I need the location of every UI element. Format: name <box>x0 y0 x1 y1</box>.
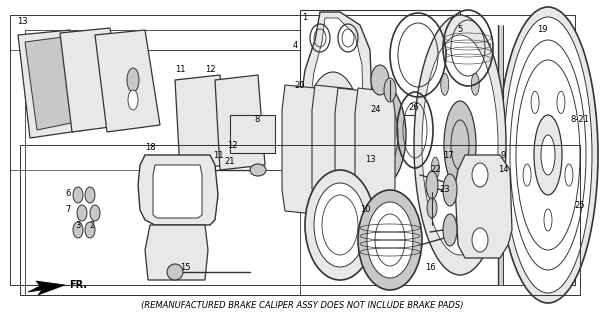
Text: 21: 21 <box>224 157 235 166</box>
Text: 26: 26 <box>409 103 419 113</box>
Ellipse shape <box>414 15 506 275</box>
Ellipse shape <box>358 190 422 290</box>
Text: 11: 11 <box>175 66 185 75</box>
Text: 8: 8 <box>254 116 260 124</box>
Ellipse shape <box>77 205 87 221</box>
Polygon shape <box>28 281 65 295</box>
Text: 10: 10 <box>360 205 370 214</box>
Ellipse shape <box>85 222 95 238</box>
Polygon shape <box>60 28 125 132</box>
Text: 22: 22 <box>431 165 441 174</box>
Text: 6: 6 <box>65 188 71 197</box>
Ellipse shape <box>305 72 361 188</box>
Ellipse shape <box>534 115 562 195</box>
Polygon shape <box>308 18 363 202</box>
Polygon shape <box>153 165 202 218</box>
Polygon shape <box>175 75 228 170</box>
Text: 8-21: 8-21 <box>571 116 589 124</box>
Polygon shape <box>298 12 372 215</box>
Ellipse shape <box>440 73 449 95</box>
Text: 12: 12 <box>227 140 237 149</box>
Text: 15: 15 <box>180 263 190 273</box>
Ellipse shape <box>426 171 438 199</box>
Text: 4: 4 <box>292 41 298 50</box>
Ellipse shape <box>472 163 488 187</box>
Polygon shape <box>95 30 160 132</box>
Text: 20: 20 <box>295 81 306 90</box>
Polygon shape <box>312 85 356 213</box>
Text: 12: 12 <box>204 66 215 75</box>
Polygon shape <box>355 88 395 208</box>
Text: 24: 24 <box>371 106 381 115</box>
Ellipse shape <box>443 214 457 246</box>
Ellipse shape <box>472 228 488 252</box>
Bar <box>10 15 575 285</box>
Ellipse shape <box>250 164 266 176</box>
Text: 13: 13 <box>365 156 375 164</box>
Polygon shape <box>335 88 377 213</box>
Ellipse shape <box>498 7 598 303</box>
Ellipse shape <box>315 90 351 170</box>
Polygon shape <box>138 155 218 225</box>
Ellipse shape <box>367 202 413 278</box>
Ellipse shape <box>90 205 100 221</box>
Ellipse shape <box>127 68 139 92</box>
Ellipse shape <box>471 73 479 95</box>
Ellipse shape <box>443 174 457 206</box>
Ellipse shape <box>314 183 366 267</box>
Text: FR.: FR. <box>69 280 87 290</box>
Polygon shape <box>282 85 328 215</box>
Ellipse shape <box>504 17 592 293</box>
Ellipse shape <box>73 187 83 203</box>
Text: 13: 13 <box>17 18 27 27</box>
Ellipse shape <box>444 101 476 189</box>
Text: 5: 5 <box>457 26 463 35</box>
Text: 25: 25 <box>575 201 585 210</box>
Text: 1: 1 <box>302 13 307 22</box>
Text: 18: 18 <box>145 143 155 153</box>
Text: 9: 9 <box>500 150 506 159</box>
Text: 11: 11 <box>213 150 223 159</box>
Ellipse shape <box>128 90 138 110</box>
Bar <box>230 115 275 153</box>
Text: 17: 17 <box>443 150 453 159</box>
Ellipse shape <box>362 98 398 172</box>
Ellipse shape <box>427 198 437 218</box>
Ellipse shape <box>73 222 83 238</box>
Bar <box>300 10 460 115</box>
Text: 2: 2 <box>90 220 94 229</box>
Ellipse shape <box>370 113 390 157</box>
Ellipse shape <box>422 35 498 255</box>
Ellipse shape <box>384 78 396 102</box>
Text: 7: 7 <box>65 205 71 214</box>
Polygon shape <box>18 30 85 138</box>
Text: 19: 19 <box>537 26 548 35</box>
Text: 23: 23 <box>440 186 450 195</box>
Text: 3: 3 <box>75 220 80 229</box>
Polygon shape <box>25 37 76 130</box>
Polygon shape <box>215 75 265 170</box>
Ellipse shape <box>167 264 183 280</box>
Text: (REMANUFACTURED BRAKE CALIPER ASSY DOES NOT INCLUDE BRAKE PADS): (REMANUFACTURED BRAKE CALIPER ASSY DOES … <box>141 301 463 310</box>
Ellipse shape <box>541 135 555 175</box>
Ellipse shape <box>371 65 389 95</box>
Text: 14: 14 <box>498 165 508 174</box>
Polygon shape <box>145 225 208 280</box>
Ellipse shape <box>431 157 439 179</box>
Ellipse shape <box>456 209 464 231</box>
Ellipse shape <box>481 157 489 179</box>
Bar <box>20 145 580 295</box>
Polygon shape <box>455 155 512 258</box>
Ellipse shape <box>305 170 375 280</box>
Text: 16: 16 <box>425 263 436 273</box>
Ellipse shape <box>85 187 95 203</box>
Ellipse shape <box>354 83 406 187</box>
